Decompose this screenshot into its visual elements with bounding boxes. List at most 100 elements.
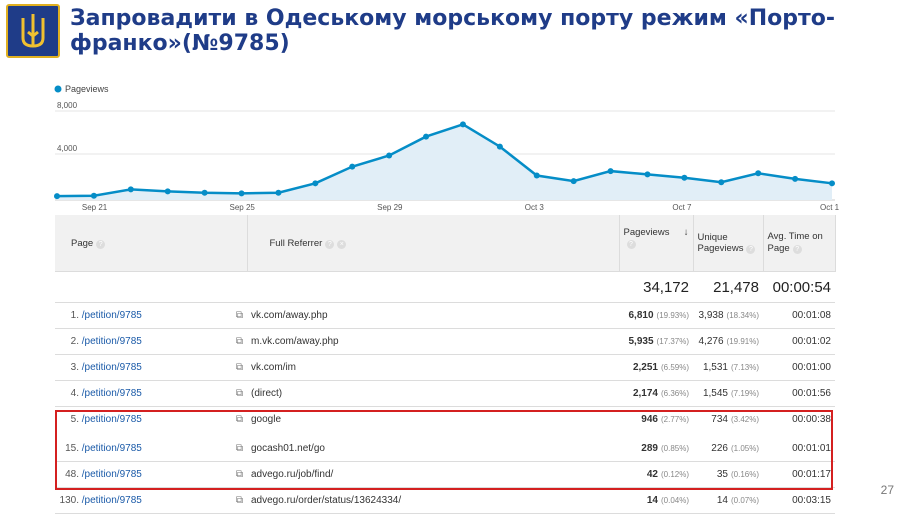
pageviews-percent: (6.36%) [660, 389, 689, 398]
pageviews-value: 5,935 [628, 336, 654, 347]
pageviews-percent: (17.37%) [656, 337, 689, 346]
data-point[interactable] [792, 175, 799, 182]
pageviews-cell: 289 (0.85%) [619, 434, 693, 462]
total-avg-time: 00:00:54 [763, 271, 835, 303]
open-link-icon[interactable]: ⧉ [235, 414, 243, 425]
unique-pageviews-cell: 1,531 (7.13%) [693, 354, 763, 381]
unique-value: 3,938 [698, 310, 724, 321]
unique-pageviews-cell: 35 (0.16%) [693, 461, 763, 488]
row-index: 15. [65, 443, 79, 454]
pageviews-value: 946 [641, 414, 658, 425]
table-row[interactable]: 5. /petition/9785 ⧉ google 946 (2.77%) 734 (3.… [55, 406, 835, 435]
data-point[interactable] [570, 178, 577, 185]
page-cell: 1. /petition/9785 ⧉ [55, 302, 247, 329]
data-point[interactable] [718, 179, 725, 186]
page-cell: 4. /petition/9785 ⧉ [55, 380, 247, 407]
data-point[interactable] [681, 174, 688, 181]
data-point[interactable] [349, 163, 356, 170]
data-point[interactable] [54, 193, 60, 200]
help-icon[interactable]: ? [96, 239, 106, 249]
data-point[interactable] [423, 133, 430, 140]
table-row[interactable]: 130. /petition/9785 ⧉ advego.ru/order/stat… [55, 487, 835, 514]
unique-percent: (19.91%) [726, 337, 759, 346]
y-tick-label: 4,000 [57, 144, 78, 153]
pageviews-percent: (0.04%) [660, 496, 689, 505]
table-row[interactable]: 4. /petition/9785 ⧉ (direct) 2,174 (6.36%) 1,… [55, 380, 835, 407]
page-link[interactable]: /petition/9785 [81, 310, 142, 321]
x-tick-label: Oct 3 [525, 203, 545, 212]
page-link[interactable]: /petition/9785 [81, 362, 142, 373]
table-row[interactable]: 2. /petition/9785 ⧉ m.vk.com/away.php 5,935… [55, 328, 835, 355]
referrer-cell: vk.com/im [247, 354, 619, 381]
open-link-icon[interactable]: ⧉ [235, 443, 243, 454]
page-link[interactable]: /petition/9785 [81, 495, 142, 506]
page-link[interactable]: /petition/9785 [81, 414, 142, 425]
unique-value: 35 [716, 469, 728, 480]
coat-of-arms-logo [6, 4, 60, 58]
open-link-icon[interactable]: ⧉ [235, 495, 243, 506]
totals-cell-empty [55, 271, 247, 303]
page-link[interactable]: /petition/9785 [81, 388, 142, 399]
row-index: 4. [70, 388, 79, 399]
help-icon[interactable]: ? [792, 245, 802, 254]
row-index: 5. [70, 414, 79, 425]
avg-time-cell: 00:01:08 [763, 302, 835, 329]
open-link-icon[interactable]: ⧉ [235, 310, 243, 321]
data-point[interactable] [312, 180, 319, 187]
unique-value: 4,276 [698, 336, 724, 347]
table-row[interactable]: 3. /petition/9785 ⧉ vk.com/im 2,251 (6.59%) 1… [55, 354, 835, 381]
total-unique-pageviews: 21,478 [693, 271, 763, 303]
column-header-pageviews[interactable]: Pageviews ↓? [619, 215, 694, 272]
pageviews-cell: 14 (0.04%) [619, 487, 693, 514]
data-point[interactable] [607, 168, 614, 175]
x-tick-label: Sep 21 [82, 203, 108, 212]
pageviews-cell: 2,174 (6.36%) [619, 380, 693, 407]
pageviews-value: 14 [646, 495, 658, 506]
row-index: 3. [70, 362, 79, 373]
avg-time-cell: 00:01:02 [763, 328, 835, 355]
page-link[interactable]: /petition/9785 [81, 336, 142, 347]
data-point[interactable] [755, 170, 762, 177]
open-link-icon[interactable]: ⧉ [235, 469, 243, 480]
data-point[interactable] [644, 171, 651, 178]
sort-down-icon: ↓ [683, 227, 689, 238]
table-row[interactable]: 1. /petition/9785 ⧉ vk.com/away.php 6,810 (1… [55, 302, 835, 329]
x-tick-label: Oct 7 [672, 203, 692, 212]
page-cell: 2. /petition/9785 ⧉ [55, 328, 247, 355]
totals-row: 34,172 21,478 00:00:54 [55, 271, 835, 303]
open-link-icon[interactable]: ⧉ [235, 336, 243, 347]
data-point[interactable] [275, 189, 282, 196]
table-row[interactable]: 48. /petition/9785 ⧉ advego.ru/job/find/42… [55, 461, 835, 488]
avg-time-cell: 00:03:15 [763, 487, 835, 514]
data-point[interactable] [459, 121, 466, 128]
open-link-icon[interactable]: ⧉ [235, 388, 243, 399]
page-link[interactable]: /petition/9785 [81, 443, 142, 454]
column-header-avg-time[interactable]: Avg. Time on Page? [763, 215, 836, 272]
unique-value: 734 [711, 414, 728, 425]
pageviews-value: 289 [641, 443, 658, 454]
data-point[interactable] [533, 172, 540, 179]
data-point[interactable] [238, 190, 245, 197]
remove-dimension-icon[interactable]: × [337, 239, 347, 249]
page-link[interactable]: /petition/9785 [81, 469, 142, 480]
help-icon[interactable]: ? [746, 245, 756, 254]
unique-percent: (0.16%) [730, 470, 759, 479]
table-row[interactable]: 15. /petition/9785 ⧉ gocash01.net/go 289 (0.… [55, 434, 835, 462]
help-icon[interactable]: ? [325, 239, 335, 249]
data-point[interactable] [829, 180, 835, 187]
data-point[interactable] [127, 186, 134, 193]
data-point[interactable] [90, 192, 97, 199]
unique-value: 226 [711, 443, 728, 454]
help-icon[interactable]: ? [626, 240, 636, 249]
totals-cell-empty [247, 271, 619, 303]
data-point[interactable] [496, 143, 503, 150]
data-point[interactable] [164, 188, 171, 195]
data-point[interactable] [201, 189, 208, 196]
column-header-referrer[interactable]: Full Referrer? × [247, 215, 620, 272]
unique-percent: (7.13%) [730, 363, 759, 372]
data-point[interactable] [386, 152, 393, 159]
column-header-unique-pageviews[interactable]: Unique Pageviews? [693, 215, 764, 272]
pageviews-cell: 42 (0.12%) [619, 461, 693, 488]
column-header-page[interactable]: Page? [55, 215, 248, 272]
open-link-icon[interactable]: ⧉ [235, 362, 243, 373]
